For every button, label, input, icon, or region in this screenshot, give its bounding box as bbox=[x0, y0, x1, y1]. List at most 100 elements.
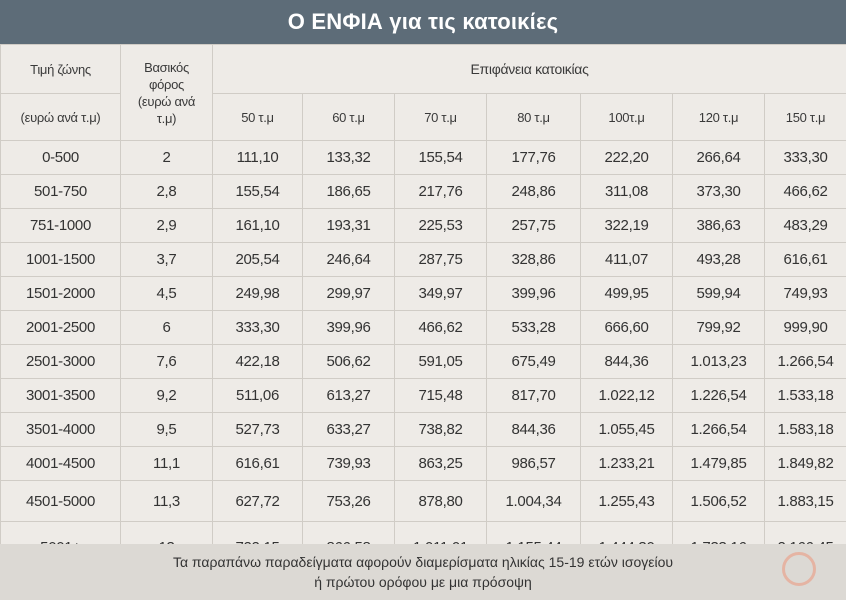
zone-cell: 751-1000 bbox=[0, 208, 121, 243]
zone-cell: 0-500 bbox=[0, 140, 121, 175]
base-tax-cell: 6 bbox=[120, 310, 213, 345]
tax-value-cell: 333,30 bbox=[763, 140, 846, 175]
tax-value-cell: 633,27 bbox=[302, 412, 395, 447]
tax-value-cell: 878,80 bbox=[394, 480, 487, 522]
tax-value-cell: 675,49 bbox=[486, 344, 581, 379]
tax-value-cell: 533,28 bbox=[486, 310, 581, 345]
table-row: 2001-2500 6 333,30 399,96 466,62 533,28 666,60… bbox=[0, 310, 846, 345]
tax-value-cell: 177,76 bbox=[486, 140, 581, 175]
table-row: 2501-3000 7,6 422,18 506,62 591,05 675,49 844,… bbox=[0, 344, 846, 379]
tax-value-cell: 222,20 bbox=[580, 140, 673, 175]
base-tax-cell: 2,8 bbox=[120, 174, 213, 209]
base-tax-header-line2: (ευρώ ανά τ.μ) bbox=[137, 93, 196, 126]
tax-value-cell: 225,53 bbox=[394, 208, 487, 243]
area-group-header: Επιφάνεια κατοικίας bbox=[211, 44, 846, 94]
tax-value-cell: 616,61 bbox=[763, 242, 846, 277]
tax-value-cell: 266,64 bbox=[672, 140, 765, 175]
tax-value-cell: 1.849,82 bbox=[763, 446, 846, 481]
tax-value-cell: 999,90 bbox=[763, 310, 846, 345]
tax-value-cell: 511,06 bbox=[212, 378, 303, 413]
base-tax-cell: 3,7 bbox=[120, 242, 213, 277]
tax-value-cell: 399,96 bbox=[486, 276, 581, 311]
tax-value-cell: 738,82 bbox=[394, 412, 487, 447]
tax-value-cell: 349,97 bbox=[394, 276, 487, 311]
area-col-header: 150 τ.μ bbox=[763, 93, 846, 141]
zone-cell: 4501-5000 bbox=[0, 480, 121, 522]
tax-value-cell: 155,54 bbox=[212, 174, 303, 209]
tax-value-cell: 1.883,15 bbox=[763, 480, 846, 522]
tax-value-cell: 373,30 bbox=[672, 174, 765, 209]
tax-table-container: Τιμή ζώνης Βασικός φόρος (ευρώ ανά τ.μ) … bbox=[0, 44, 846, 573]
zone-cell: 1501-2000 bbox=[0, 276, 121, 311]
tax-value-cell: 863,25 bbox=[394, 446, 487, 481]
footnote-line-2: ή πρώτου ορόφου με μια πρόσοψη bbox=[314, 574, 532, 590]
table-row: 0-500 2 111,10 133,32 155,54 177,76 222,20 266,… bbox=[0, 140, 846, 175]
area-col-header: 70 τ.μ bbox=[394, 93, 487, 141]
tax-value-cell: 322,19 bbox=[580, 208, 673, 243]
base-tax-header-line1: Βασικός φόρος bbox=[144, 59, 189, 92]
tax-value-cell: 328,86 bbox=[486, 242, 581, 277]
tax-value-cell: 1.255,43 bbox=[580, 480, 673, 522]
zone-header: Τιμή ζώνης bbox=[0, 44, 121, 94]
tax-value-cell: 1.022,12 bbox=[580, 378, 673, 413]
header-row-2: (ευρώ ανά τ.μ) 50 τ.μ 60 τ.μ 70 τ.μ 80 τ… bbox=[0, 93, 846, 141]
zone-cell: 501-750 bbox=[0, 174, 121, 209]
tax-value-cell: 799,92 bbox=[672, 310, 765, 345]
area-col-header: 50 τ.μ bbox=[212, 93, 303, 141]
tax-value-cell: 986,57 bbox=[486, 446, 581, 481]
tax-value-cell: 1.583,18 bbox=[763, 412, 846, 447]
tax-value-cell: 749,93 bbox=[763, 276, 846, 311]
base-tax-cell: 4,5 bbox=[120, 276, 213, 311]
footnote-line-1: Τα παραπάνω παραδείγματα αφορούν διαμερί… bbox=[172, 554, 674, 570]
tax-value-cell: 527,73 bbox=[212, 412, 303, 447]
tax-value-cell: 1.533,18 bbox=[763, 378, 846, 413]
tax-value-cell: 1.479,85 bbox=[672, 446, 765, 481]
base-tax-cell: 9,2 bbox=[120, 378, 213, 413]
tax-value-cell: 1.004,34 bbox=[486, 480, 581, 522]
tax-value-cell: 217,76 bbox=[394, 174, 487, 209]
table-row: 4001-4500 11,1 616,61 739,93 863,25 986,57 1.2… bbox=[0, 446, 846, 481]
area-col-header: 60 τ.μ bbox=[302, 93, 395, 141]
zone-cell: 4001-4500 bbox=[0, 446, 121, 481]
tax-value-cell: 299,97 bbox=[302, 276, 395, 311]
zone-cell: 2501-3000 bbox=[0, 344, 121, 379]
page-title-text: Ο ΕΝΦΙΑ για τις κατοικίες bbox=[287, 9, 559, 34]
table-row: 3001-3500 9,2 511,06 613,27 715,48 817,70 1.02… bbox=[0, 378, 846, 413]
tax-value-cell: 1.506,52 bbox=[672, 480, 765, 522]
tax-value-cell: 1.013,23 bbox=[672, 344, 765, 379]
tax-value-cell: 739,93 bbox=[302, 446, 395, 481]
base-tax-cell: 2 bbox=[120, 140, 213, 175]
tax-value-cell: 616,61 bbox=[212, 446, 303, 481]
tax-value-cell: 506,62 bbox=[302, 344, 395, 379]
tax-value-cell: 1.233,21 bbox=[580, 446, 673, 481]
table-body: 0-500 2 111,10 133,32 155,54 177,76 222,20 266,… bbox=[0, 140, 846, 573]
tax-table: Τιμή ζώνης Βασικός φόρος (ευρώ ανά τ.μ) … bbox=[0, 44, 846, 573]
tax-value-cell: 311,08 bbox=[580, 174, 673, 209]
footnote: Τα παραπάνω παραδείγματα αφορούν διαμερί… bbox=[0, 544, 846, 600]
tax-value-cell: 1.226,54 bbox=[672, 378, 765, 413]
publisher-logo-icon bbox=[782, 552, 816, 586]
tax-value-cell: 466,62 bbox=[763, 174, 846, 209]
table-row: 3501-4000 9,5 527,73 633,27 738,82 844,36 1.05… bbox=[0, 412, 846, 447]
page-title: Ο ΕΝΦΙΑ για τις κατοικίες bbox=[0, 0, 846, 44]
tax-value-cell: 155,54 bbox=[394, 140, 487, 175]
tax-value-cell: 483,29 bbox=[763, 208, 846, 243]
tax-value-cell: 466,62 bbox=[394, 310, 487, 345]
tax-value-cell: 257,75 bbox=[486, 208, 581, 243]
tax-value-cell: 599,94 bbox=[672, 276, 765, 311]
table-row: 751-1000 2,9 161,10 193,31 225,53 257,75 322,1… bbox=[0, 208, 846, 243]
tax-value-cell: 1.266,54 bbox=[672, 412, 765, 447]
tax-value-cell: 161,10 bbox=[212, 208, 303, 243]
tax-value-cell: 111,10 bbox=[212, 140, 303, 175]
tax-value-cell: 1.266,54 bbox=[763, 344, 846, 379]
tax-value-cell: 817,70 bbox=[486, 378, 581, 413]
tax-value-cell: 133,32 bbox=[302, 140, 395, 175]
tax-value-cell: 493,28 bbox=[672, 242, 765, 277]
base-tax-cell: 9,5 bbox=[120, 412, 213, 447]
tax-value-cell: 411,07 bbox=[580, 242, 673, 277]
base-tax-cell: 7,6 bbox=[120, 344, 213, 379]
area-col-header: 120 τ.μ bbox=[672, 93, 765, 141]
tax-value-cell: 333,30 bbox=[212, 310, 303, 345]
area-col-header: 100τ.μ bbox=[580, 93, 673, 141]
header-row-1: Τιμή ζώνης Βασικός φόρος (ευρώ ανά τ.μ) … bbox=[0, 44, 846, 141]
